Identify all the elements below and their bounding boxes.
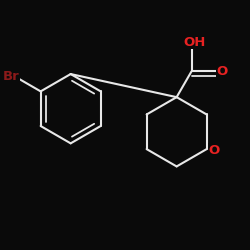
Text: Br: Br (3, 70, 20, 83)
Text: O: O (216, 65, 228, 78)
Text: OH: OH (183, 36, 206, 49)
Text: O: O (208, 144, 220, 157)
